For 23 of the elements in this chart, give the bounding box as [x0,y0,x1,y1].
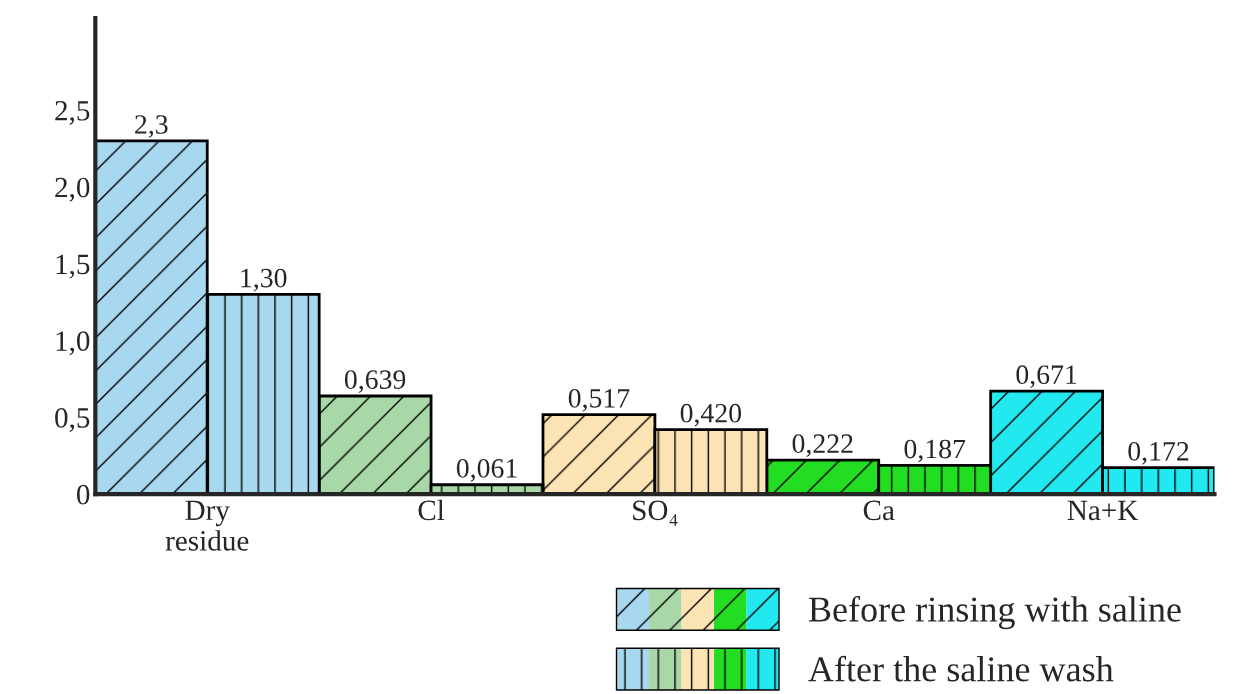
x-tick-label: Ca [863,500,895,521]
x-tick-label: SO₄ [633,500,678,526]
y-tick-label: 0,5 [55,408,90,432]
data-label: 0,639 [344,370,406,393]
y-tick-label: 1,5 [56,254,90,279]
data-label: 0,671 [1016,365,1077,389]
y-tick-label: 1,0 [56,331,90,356]
legend-label: Before rinsing with saline [808,595,1181,630]
data-label: 0,222 [792,434,853,457]
y-tick-label: 2,5 [55,100,90,125]
y-tick-label: 2,0 [55,177,90,202]
y-tick-label: 0 [76,484,90,505]
data-label: 0,420 [680,403,742,427]
x-tick-label: Cl [418,499,445,521]
data-label: 0,172 [1128,441,1189,465]
data-label: 0,061 [456,458,517,482]
data-label: 1,30 [241,268,287,292]
data-label: 2,3 [135,115,168,138]
x-tick-label: Na+K [1067,500,1139,521]
data-label: 0,517 [568,388,630,412]
x-tick-label: Dry residue [165,500,249,551]
data-label: 0,187 [904,439,966,463]
legend-label: After the saline wash [808,655,1114,682]
